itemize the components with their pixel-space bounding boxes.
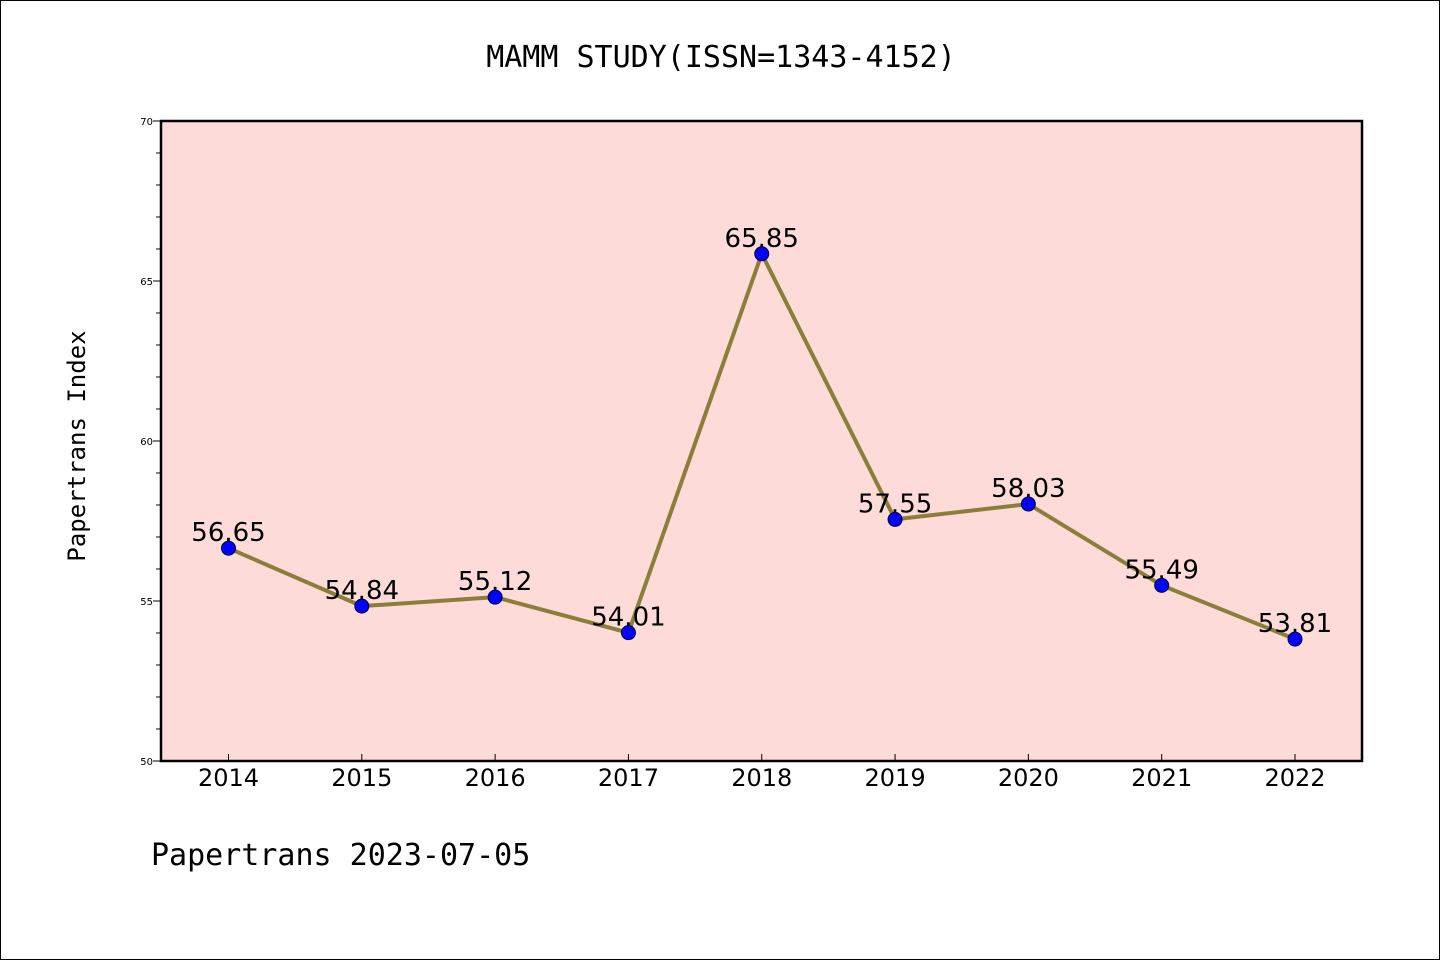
- data-label: 53.81: [1258, 609, 1332, 639]
- data-point: [1154, 577, 1170, 593]
- y-tick-label: 65: [140, 277, 153, 288]
- data-label: 57.55: [858, 489, 932, 519]
- series-line-group: [221, 246, 1303, 647]
- x-tick-label: 2017: [598, 764, 659, 792]
- x-tick-label: 2021: [1131, 764, 1192, 792]
- x-tick-label: 2020: [998, 764, 1059, 792]
- y-tick-label: 70: [140, 117, 153, 128]
- data-point: [354, 598, 370, 614]
- y-tick-label: 50: [140, 757, 153, 768]
- y-tick-label: 55: [140, 597, 153, 608]
- x-tick-label: 2015: [331, 764, 392, 792]
- data-point: [887, 511, 903, 527]
- x-tick-label: 2016: [465, 764, 526, 792]
- data-label: 55.12: [458, 567, 532, 597]
- x-tick-label: 2019: [865, 764, 926, 792]
- chart-title: MAMM STUDY(ISSN=1343-4152): [486, 40, 956, 75]
- data-point: [1020, 496, 1036, 512]
- plot-area: [159, 119, 1364, 763]
- x-tick-label: 2018: [731, 764, 792, 792]
- data-point: [221, 540, 236, 556]
- data-label: 54.01: [591, 603, 665, 633]
- data-label: 54.84: [325, 576, 399, 606]
- y-axis: 50 55 60 65 70: [140, 117, 161, 768]
- y-axis-label: Papertrans Index: [63, 330, 91, 561]
- data-label-group: 56.65 54.84 55.12 54.01 65.85 57.55 58.03 55.49…: [191, 224, 1332, 639]
- data-label: 58.03: [991, 474, 1065, 504]
- x-tick-label: 2022: [1264, 764, 1325, 792]
- data-label: 56.65: [191, 518, 265, 548]
- x-tick-label: 2014: [198, 764, 259, 792]
- data-point: [620, 625, 636, 641]
- x-axis: 2014 2015 2016 2017 2018 2019 2020 2021 2022: [198, 754, 1326, 792]
- data-label: 65.85: [725, 224, 799, 254]
- footer-text: Papertrans 2023-07-05: [151, 838, 530, 873]
- data-point: [754, 246, 770, 262]
- y-tick-label: 60: [140, 437, 153, 448]
- data-point: [487, 589, 503, 605]
- data-point: [1287, 631, 1303, 647]
- data-label: 55.49: [1124, 555, 1198, 585]
